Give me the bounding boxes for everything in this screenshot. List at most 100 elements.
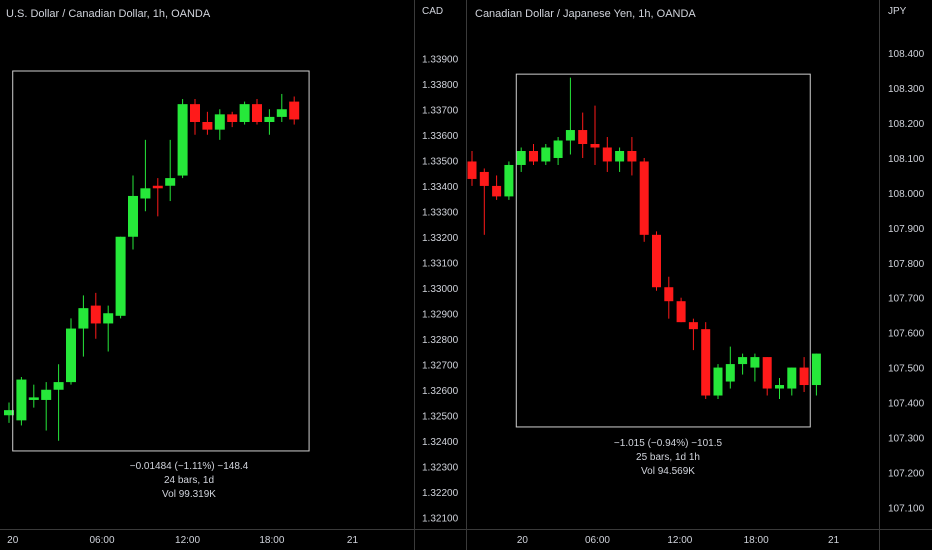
usdcad-price-tick: 1.33100: [422, 258, 459, 269]
usdcad-time-tick: 06:00: [89, 535, 114, 546]
cadjpy-price-tick: 107.400: [888, 399, 925, 410]
usdcad-candle-body: [16, 379, 27, 421]
usdcad-candle: [115, 236, 126, 319]
cadjpy-candle-body: [492, 185, 502, 197]
usdcad-time-axis[interactable]: 20 06:00 12:00 18:00 21: [7, 535, 358, 546]
cadjpy-price-tick: 107.800: [888, 259, 925, 270]
usdcad-candle: [177, 99, 188, 179]
usdcad-candle-body: [41, 389, 52, 400]
cadjpy-range-volume: Vol 94.569K: [641, 466, 695, 477]
usdcad-candle: [53, 364, 64, 441]
usdcad-price-tick: 1.33600: [422, 131, 459, 142]
usdcad-price-tick: 1.32800: [422, 335, 459, 346]
cadjpy-candle: [541, 144, 551, 165]
cadjpy-candle-body: [713, 367, 723, 396]
usdcad-candle-body: [190, 104, 200, 122]
cadjpy-candle: [799, 357, 809, 393]
usdcad-candle-body: [28, 397, 39, 400]
cadjpy-candle-body: [738, 357, 748, 365]
usdcad-time-tick: 12:00: [175, 535, 200, 546]
usdcad-price-axis[interactable]: CAD 1.33900 1.33800 1.33700 1.33600 1.33500 1…: [422, 6, 459, 524]
cadjpy-time-tick: 21: [828, 535, 840, 546]
cadjpy-price-axis[interactable]: JPY 108.400 108.300 108.200 108.100 108.000 1…: [888, 6, 925, 514]
cadjpy-candle: [627, 137, 637, 176]
usdcad-price-tick: 1.32500: [422, 411, 459, 422]
cadjpy-range-change: −1.015 (−0.94%) −101.5: [614, 438, 723, 449]
cadjpy-range-box[interactable]: [515, 73, 811, 428]
cadjpy-price-tick: 107.100: [888, 503, 925, 514]
cadjpy-candle-body: [639, 161, 649, 235]
cadjpy-candle-body: [787, 367, 797, 389]
cadjpy-candle-body: [553, 140, 563, 158]
usdcad-candles: [4, 93, 300, 441]
cadjpy-candle: [652, 231, 661, 291]
usdcad-candle-body: [115, 236, 126, 316]
cadjpy-price-tick: 108.000: [888, 189, 925, 200]
usdcad-candle-body: [239, 104, 250, 122]
usdcad-price-tick: 1.33300: [422, 207, 459, 218]
usdcad-price-tick: 1.33400: [422, 182, 459, 193]
usdcad-time-tick: 18:00: [259, 535, 284, 546]
cadjpy-price-tick: 108.400: [888, 49, 925, 60]
usdcad-candle: [41, 382, 52, 431]
usdcad-price-tick: 1.33700: [422, 105, 459, 116]
cadjpy-candle: [713, 364, 723, 400]
cadjpy-candle-body: [578, 130, 588, 145]
usdcad-candle: [152, 178, 163, 217]
cadjpy-time-tick: 20: [517, 535, 529, 546]
usdcad-price-tick: 1.32600: [422, 386, 459, 397]
usdcad-price-tick: 1.33900: [422, 54, 459, 65]
usdcad-price-tick: 1.32200: [422, 488, 459, 499]
usdcad-candle: [264, 109, 275, 135]
usdcad-range-change: −0.01484 (−1.11%) −148.4: [130, 461, 249, 472]
usdcad-candle: [103, 305, 114, 352]
cadjpy-candle-body: [701, 329, 711, 396]
usdcad-candle: [165, 139, 176, 202]
cadjpy-candle: [688, 318, 698, 351]
cadjpy-time-tick: 06:00: [585, 535, 610, 546]
cadjpy-candle-body: [725, 364, 735, 382]
cadjpy-candle-body: [602, 147, 612, 162]
usdcad-candle: [16, 377, 27, 426]
cadjpy-price-tick: 108.200: [888, 119, 925, 130]
cadjpy-candle: [664, 276, 674, 319]
cadjpy-candle-body: [479, 171, 489, 186]
cadjpy-candle: [492, 175, 502, 200]
cadjpy-candle-body: [762, 357, 772, 389]
usdcad-candle-body: [214, 114, 225, 130]
usdcad-candle-body: [264, 116, 275, 122]
usdcad-range-box[interactable]: [12, 70, 310, 452]
cadjpy-candle: [811, 353, 821, 396]
usdcad-price-tick: 1.33500: [422, 156, 459, 167]
usdcad-range-bars: 24 bars, 1d: [164, 475, 214, 486]
usdcad-candle-body: [252, 104, 262, 122]
usdcad-candle-body: [202, 122, 213, 130]
cadjpy-candle: [738, 353, 748, 375]
cadjpy-chart-panel[interactable]: Canadian Dollar / Japanese Yen, 1h, OAND…: [467, 0, 925, 550]
cadjpy-candle: [516, 147, 526, 172]
cadjpy-candle: [750, 353, 760, 382]
cadjpy-time-tick: 12:00: [667, 535, 692, 546]
cadjpy-price-tick: 108.100: [888, 154, 925, 165]
cadjpy-price-tick: 108.300: [888, 84, 925, 95]
usdcad-chart-panel[interactable]: U.S. Dollar / Canadian Dollar, 1h, OANDA…: [4, 0, 459, 550]
usdcad-candle: [276, 93, 287, 122]
cadjpy-price-tick: 107.300: [888, 433, 925, 444]
usdcad-candle: [289, 96, 300, 125]
cadjpy-price-tick: 107.200: [888, 468, 925, 479]
usdcad-candle-body: [177, 104, 188, 176]
cadjpy-price-tick: 107.500: [888, 364, 925, 375]
cadjpy-candle-body: [516, 150, 526, 165]
usdcad-candle-body: [152, 185, 163, 189]
usdcad-candle: [28, 384, 39, 408]
usdcad-price-tick: 1.33800: [422, 80, 459, 91]
cadjpy-candle: [725, 346, 735, 389]
cadjpy-candle-body: [590, 144, 600, 148]
usdcad-candle-body: [165, 178, 176, 186]
cadjpy-candle: [775, 378, 784, 400]
usdcad-candle-body: [276, 109, 287, 117]
cadjpy-time-axis[interactable]: 20 06:00 12:00 18:00 21: [517, 535, 840, 546]
usdcad-candle-body: [128, 195, 138, 237]
cadjpy-range-bars: 25 bars, 1d 1h: [636, 452, 700, 463]
